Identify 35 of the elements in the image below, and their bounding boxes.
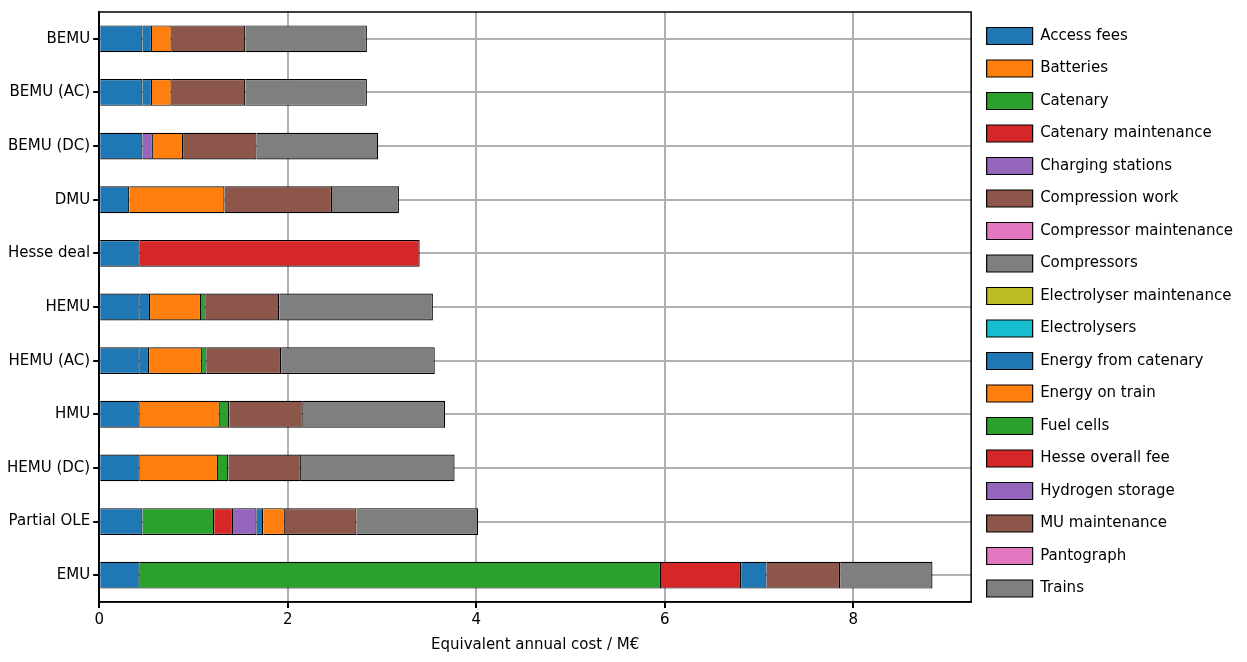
x-axis-title: Equivalent annual cost / M€ xyxy=(430,634,640,653)
y-tick-label: Hesse deal xyxy=(7,243,91,262)
legend-label: Pantograph xyxy=(1040,545,1127,564)
y-tick-label: DMU xyxy=(54,189,91,208)
legend-label: Access fees xyxy=(1040,25,1128,44)
x-tick-label: 6 xyxy=(660,609,670,628)
x-tick-label: 4 xyxy=(471,609,482,628)
legend-label: Batteries xyxy=(1040,58,1109,77)
legend-label: Trains xyxy=(1039,578,1085,597)
legend-label: Energy from catenary xyxy=(1040,350,1204,369)
legend-label: Electrolysers xyxy=(1040,318,1137,337)
legend-label: Catenary maintenance xyxy=(1040,123,1212,142)
y-tick-label: HEMU (DC) xyxy=(6,457,91,476)
legend-label: Energy on train xyxy=(1040,383,1156,402)
y-tick-label: HMU xyxy=(54,404,91,423)
y-tick-label: HEMU (AC) xyxy=(8,350,91,369)
y-tick-label: BEMU (AC) xyxy=(9,82,91,101)
legend-label: Fuel cells xyxy=(1040,415,1110,434)
y-tick-label: HEMU xyxy=(45,296,91,315)
y-tick-label: BEMU (DC) xyxy=(7,135,91,154)
x-tick-label: 2 xyxy=(282,609,293,628)
legend-label: Hydrogen storage xyxy=(1040,480,1175,499)
legend-label: Compressor maintenance xyxy=(1040,220,1234,239)
legend-label: Compression work xyxy=(1040,188,1179,207)
legend-label: Catenary xyxy=(1040,90,1109,109)
legend-label: Compressors xyxy=(1040,253,1138,272)
legend-label: MU maintenance xyxy=(1040,513,1168,532)
y-tick-label: BEMU xyxy=(46,28,91,47)
y-tick-label: EMU xyxy=(56,565,91,584)
legend-label: Electrolyser maintenance xyxy=(1040,285,1232,304)
legend-label: Charging stations xyxy=(1040,155,1173,174)
x-tick-label: 8 xyxy=(848,609,859,628)
legend-label: Hesse overall fee xyxy=(1040,448,1170,467)
y-tick-label: Partial OLE xyxy=(8,511,91,530)
x-tick-label: 0 xyxy=(94,609,104,628)
